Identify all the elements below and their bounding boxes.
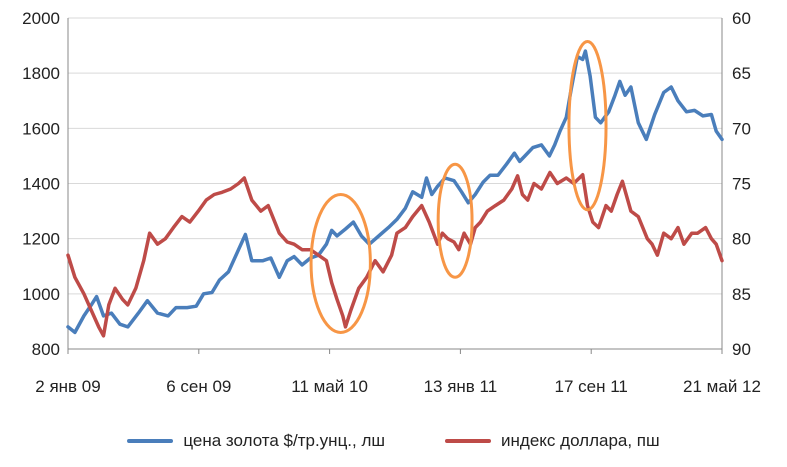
legend-label-gold: цена золота $/тр.унц., лш xyxy=(183,431,386,450)
left-tick-label: 1200 xyxy=(22,230,60,249)
x-tick-label: 21 май 12 xyxy=(683,377,761,396)
right-tick-label: 65 xyxy=(732,64,751,83)
series-line-gold xyxy=(66,49,724,335)
legend-item-gold: цена золота $/тр.унц., лш xyxy=(127,431,385,451)
left-tick-label: 800 xyxy=(32,340,60,359)
x-tick-label: 6 сен 09 xyxy=(166,377,231,396)
highlight-ellipse xyxy=(309,193,372,334)
right-axis-ticks: 60 65 70 75 80 85 90 xyxy=(732,9,751,359)
x-tick-label: 2 янв 09 xyxy=(35,377,100,396)
legend-label-dollar: индекс доллара, пш xyxy=(501,431,660,450)
right-tick-label: 60 xyxy=(732,9,751,28)
series-lines xyxy=(66,49,724,338)
left-axis-ticks: 2000 1800 1600 1400 1200 1000 800 xyxy=(22,9,60,359)
annotations xyxy=(309,39,608,334)
right-tick-label: 70 xyxy=(732,119,751,138)
legend-swatch-gold xyxy=(127,439,174,443)
legend-item-dollar: индекс доллара, пш xyxy=(445,431,660,451)
highlight-ellipse xyxy=(567,39,608,212)
left-tick-label: 1800 xyxy=(22,64,60,83)
x-tick-label: 13 янв 11 xyxy=(424,377,498,396)
left-tick-label: 2000 xyxy=(22,9,60,28)
x-axis-ticks: 2 янв 09 6 сен 09 11 май 10 13 янв 11 17 сен… xyxy=(35,349,761,396)
series-line-dollar xyxy=(66,170,724,338)
right-tick-label: 90 xyxy=(732,340,751,359)
right-tick-label: 85 xyxy=(732,285,751,304)
legend-swatch-dollar xyxy=(445,439,492,443)
x-tick-label: 11 май 10 xyxy=(291,377,368,396)
legend: цена золота $/тр.унц., лш индекс доллара… xyxy=(0,426,787,456)
left-tick-label: 1600 xyxy=(22,119,60,138)
right-tick-label: 80 xyxy=(732,230,751,249)
left-tick-label: 1400 xyxy=(22,175,60,194)
right-tick-label: 75 xyxy=(732,175,751,194)
left-tick-label: 1000 xyxy=(22,285,60,304)
highlight-ellipse xyxy=(436,162,474,279)
x-tick-label: 17 сен 11 xyxy=(555,377,628,396)
